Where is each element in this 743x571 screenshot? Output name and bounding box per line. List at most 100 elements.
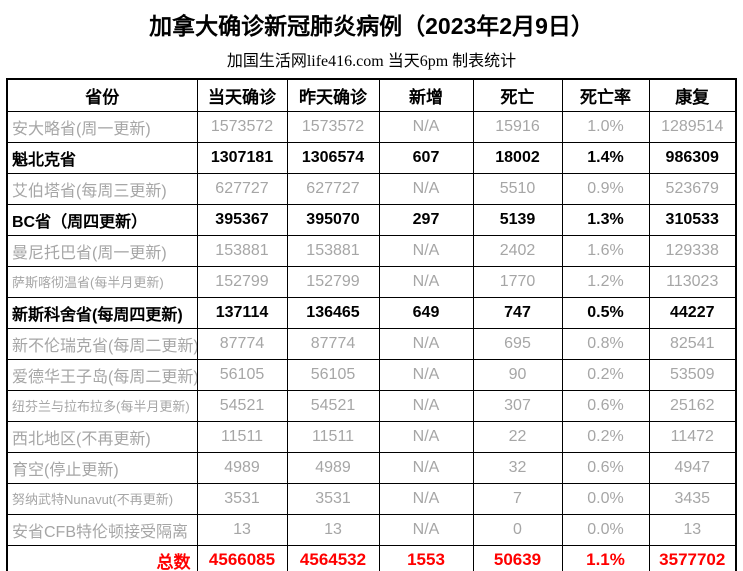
yesterday-confirmed-cell: 1573572 — [286, 110, 380, 143]
deaths-cell: 747 — [472, 296, 563, 329]
today-confirmed-cell: 1307181 — [196, 141, 288, 174]
today-confirmed-cell: 11511 — [196, 420, 288, 453]
total-deaths: 50639 — [472, 544, 563, 571]
new-cases-cell: N/A — [378, 420, 474, 453]
death-rate-cell: 0.2% — [561, 420, 650, 453]
today-confirmed-cell: 87774 — [196, 327, 288, 360]
death-rate-cell: 0.9% — [561, 172, 650, 205]
death-rate-cell: 0.6% — [561, 389, 650, 422]
new-cases-cell: N/A — [378, 513, 474, 546]
new-cases-cell: N/A — [378, 327, 474, 360]
yesterday-confirmed-cell: 152799 — [286, 265, 380, 298]
new-cases-cell: N/A — [378, 482, 474, 515]
yesterday-confirmed-cell: 136465 — [286, 296, 380, 329]
header-today-confirmed: 当天确诊 — [196, 78, 288, 112]
table-row: 魁北克省 1307181 1306574 607 18002 1.4% 986309 — [6, 141, 737, 174]
table-row: 萨斯喀彻温省(每半月更新) 152799 152799 N/A 1770 1.2% 1130… — [6, 265, 737, 298]
recovered-cell: 129338 — [648, 234, 737, 267]
deaths-cell: 0 — [472, 513, 563, 546]
table-row: 艾伯塔省(每周三更新) 627727 627727 N/A 5510 0.9% 523679 — [6, 172, 737, 205]
province-cell: 艾伯塔省(每周三更新) — [6, 172, 198, 205]
deaths-cell: 695 — [472, 327, 563, 360]
recovered-cell: 53509 — [648, 358, 737, 391]
recovered-cell: 986309 — [648, 141, 737, 174]
table-body: 安大略省(周一更新) 1573572 1573572 N/A 15916 1.0% 1289… — [6, 110, 737, 546]
header-deaths: 死亡 — [472, 78, 563, 112]
yesterday-confirmed-cell: 4989 — [286, 451, 380, 484]
today-confirmed-cell: 395367 — [196, 203, 288, 236]
death-rate-cell: 1.2% — [561, 265, 650, 298]
table-row: 爱德华王子岛(每周二更新) 56105 56105 N/A 90 0.2% 53509 — [6, 358, 737, 391]
table-row: 西北地区(不再更新) 11511 11511 N/A 22 0.2% 11472 — [6, 420, 737, 453]
recovered-cell: 3435 — [648, 482, 737, 515]
deaths-cell: 2402 — [472, 234, 563, 267]
new-cases-cell: 649 — [378, 296, 474, 329]
header-province: 省份 — [6, 78, 198, 112]
province-cell: 爱德华王子岛(每周二更新) — [6, 358, 198, 391]
recovered-cell: 11472 — [648, 420, 737, 453]
province-cell: 曼尼托巴省(周一更新) — [6, 234, 198, 267]
covid-cases-table: 省份 当天确诊 昨天确诊 新增 死亡 死亡率 康复 安大略省(周一更新) 1573… — [6, 78, 737, 571]
deaths-cell: 18002 — [472, 141, 563, 174]
table-row: 曼尼托巴省(周一更新) 153881 153881 N/A 2402 1.6% 129338 — [6, 234, 737, 267]
yesterday-confirmed-cell: 54521 — [286, 389, 380, 422]
death-rate-cell: 0.8% — [561, 327, 650, 360]
total-recovered: 3577702 — [648, 544, 737, 571]
yesterday-confirmed-cell: 56105 — [286, 358, 380, 391]
new-cases-cell: N/A — [378, 234, 474, 267]
new-cases-cell: N/A — [378, 172, 474, 205]
deaths-cell: 7 — [472, 482, 563, 515]
today-confirmed-cell: 627727 — [196, 172, 288, 205]
yesterday-confirmed-cell: 395070 — [286, 203, 380, 236]
total-yesterday-confirmed: 4564532 — [286, 544, 380, 571]
deaths-cell: 22 — [472, 420, 563, 453]
yesterday-confirmed-cell: 11511 — [286, 420, 380, 453]
new-cases-cell: N/A — [378, 110, 474, 143]
recovered-cell: 310533 — [648, 203, 737, 236]
total-label: 总数 — [6, 544, 198, 571]
header-row: 省份 当天确诊 昨天确诊 新增 死亡 死亡率 康复 — [6, 78, 737, 112]
province-cell: 努纳武特Nunavut(不再更新) — [6, 482, 198, 515]
recovered-cell: 523679 — [648, 172, 737, 205]
header-yesterday-confirmed: 昨天确诊 — [286, 78, 380, 112]
death-rate-cell: 0.0% — [561, 513, 650, 546]
today-confirmed-cell: 153881 — [196, 234, 288, 267]
total-new-cases: 1553 — [378, 544, 474, 571]
table-row: 新斯科舍省(每周四更新) 137114 136465 649 747 0.5% 44227 — [6, 296, 737, 329]
new-cases-cell: N/A — [378, 265, 474, 298]
recovered-cell: 1289514 — [648, 110, 737, 143]
province-cell: 魁北克省 — [6, 141, 198, 174]
new-cases-cell: 297 — [378, 203, 474, 236]
new-cases-cell: N/A — [378, 389, 474, 422]
today-confirmed-cell: 152799 — [196, 265, 288, 298]
recovered-cell: 4947 — [648, 451, 737, 484]
deaths-cell: 307 — [472, 389, 563, 422]
yesterday-confirmed-cell: 87774 — [286, 327, 380, 360]
recovered-cell: 13 — [648, 513, 737, 546]
header-new-cases: 新增 — [378, 78, 474, 112]
deaths-cell: 5139 — [472, 203, 563, 236]
province-cell: 纽芬兰与拉布拉多(每半月更新) — [6, 389, 198, 422]
header-death-rate: 死亡率 — [561, 78, 650, 112]
table-row: BC省（周四更新） 395367 395070 297 5139 1.3% 310533 — [6, 203, 737, 236]
yesterday-confirmed-cell: 13 — [286, 513, 380, 546]
recovered-cell: 113023 — [648, 265, 737, 298]
province-cell: 西北地区(不再更新) — [6, 420, 198, 453]
yesterday-confirmed-cell: 627727 — [286, 172, 380, 205]
province-cell: 萨斯喀彻温省(每半月更新) — [6, 265, 198, 298]
death-rate-cell: 1.6% — [561, 234, 650, 267]
total-today-confirmed: 4566085 — [196, 544, 288, 571]
page-subtitle: 加国生活网life416.com 当天6pm 制表统计 — [226, 53, 517, 70]
death-rate-cell: 0.0% — [561, 482, 650, 515]
death-rate-cell: 0.6% — [561, 451, 650, 484]
deaths-cell: 32 — [472, 451, 563, 484]
today-confirmed-cell: 3531 — [196, 482, 288, 515]
new-cases-cell: 607 — [378, 141, 474, 174]
recovered-cell: 44227 — [648, 296, 737, 329]
table-footer: 总数 4566085 4564532 1553 50639 1.1% 35777… — [6, 544, 737, 571]
recovered-cell: 25162 — [648, 389, 737, 422]
province-cell: 安省CFB特伦顿接受隔离 — [6, 513, 198, 546]
table-header: 省份 当天确诊 昨天确诊 新增 死亡 死亡率 康复 — [6, 78, 737, 112]
death-rate-cell: 0.5% — [561, 296, 650, 329]
